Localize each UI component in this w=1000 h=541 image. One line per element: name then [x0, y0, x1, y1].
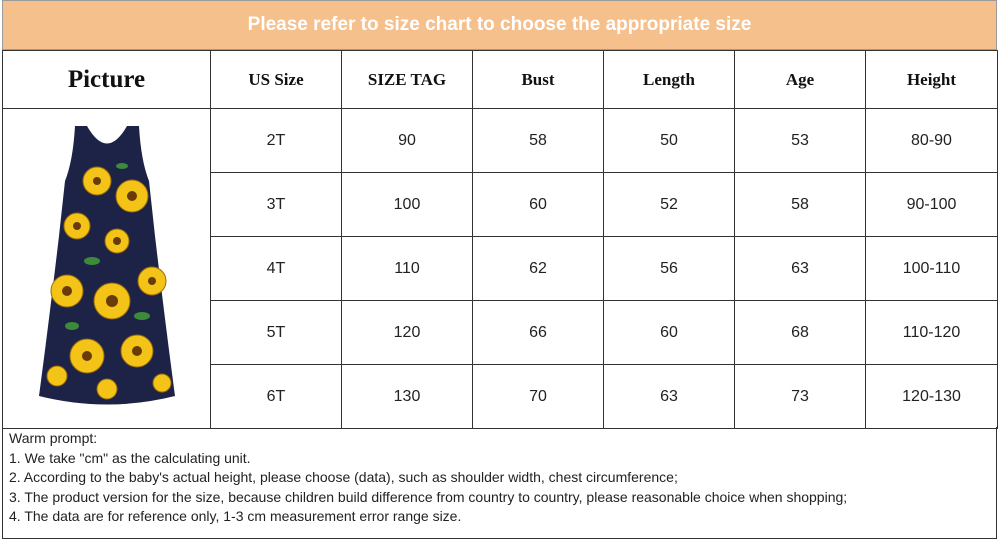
dress-image [38, 126, 175, 405]
table-cell: 130 [341, 364, 473, 429]
table-cell: 52 [603, 172, 735, 237]
table-cell: 4T [210, 236, 342, 301]
table-cell: 56 [603, 236, 735, 301]
table-row: 2T 90 58 50 53 80-90 [2, 108, 998, 429]
table-cell: 68 [734, 300, 866, 365]
header-row: Picture US Size SIZE TAG Bust Length Age Heigh… [2, 50, 998, 109]
table-cell: 80-90 [865, 108, 998, 173]
table-cell: 100 [341, 172, 473, 237]
table-cell: 120-130 [865, 364, 998, 429]
table-cell: 70 [472, 364, 604, 429]
table-cell: 63 [603, 364, 735, 429]
table-cell: 60 [603, 300, 735, 365]
column-header: Length [603, 50, 735, 109]
table-cell: 110 [341, 236, 473, 301]
table-cell: 90 [341, 108, 473, 173]
picture-cell [2, 108, 211, 429]
table-row: 4T 110 62 56 63 100-110 [3, 236, 998, 301]
table-row: 6T 130 70 63 73 120-130 [3, 364, 998, 429]
column-header: US Size [210, 50, 342, 109]
table-cell: 58 [472, 108, 604, 173]
table-row: 5T 120 66 60 68 110-120 [3, 300, 998, 365]
table-cell: 60 [472, 172, 604, 237]
size-table: Picture US Size SIZE TAG Bust Length Age Heigh… [2, 50, 998, 429]
notes: Warm prompt: 1. We take "cm" as the calc… [2, 427, 997, 539]
column-header: Bust [472, 50, 604, 109]
table-cell: 6T [210, 364, 342, 429]
table-cell: 63 [734, 236, 866, 301]
table-cell: 58 [734, 172, 866, 237]
note-line: 4. The data are for reference only, 1-3 … [9, 508, 462, 524]
table-cell: 66 [472, 300, 604, 365]
table-cell: 50 [603, 108, 735, 173]
title-bar: Please refer to size chart to choose the… [2, 0, 997, 50]
column-header: SIZE TAG [341, 50, 473, 109]
note-line: 2. According to the baby's actual height… [9, 469, 678, 485]
note-line: 1. We take "cm" as the calculating unit. [9, 449, 251, 466]
notes-title: Warm prompt: [9, 430, 98, 446]
table-cell: 100-110 [865, 236, 998, 301]
table-cell: 5T [210, 300, 342, 365]
table-row: 3T 100 60 52 58 90-100 [3, 172, 998, 237]
table-cell: 90-100 [865, 172, 998, 237]
column-header: Age [734, 50, 866, 109]
column-header: Picture [2, 50, 211, 109]
table-cell: 53 [734, 108, 866, 173]
table-cell: 62 [472, 236, 604, 301]
column-header: Height [865, 50, 998, 109]
table-cell: 110-120 [865, 300, 998, 365]
note-line: 3. The product version for the size, bec… [9, 488, 848, 505]
table-cell: 73 [734, 364, 866, 429]
table-cell: 2T [210, 108, 342, 173]
table-cell: 3T [210, 172, 342, 237]
table-cell: 120 [341, 300, 473, 365]
